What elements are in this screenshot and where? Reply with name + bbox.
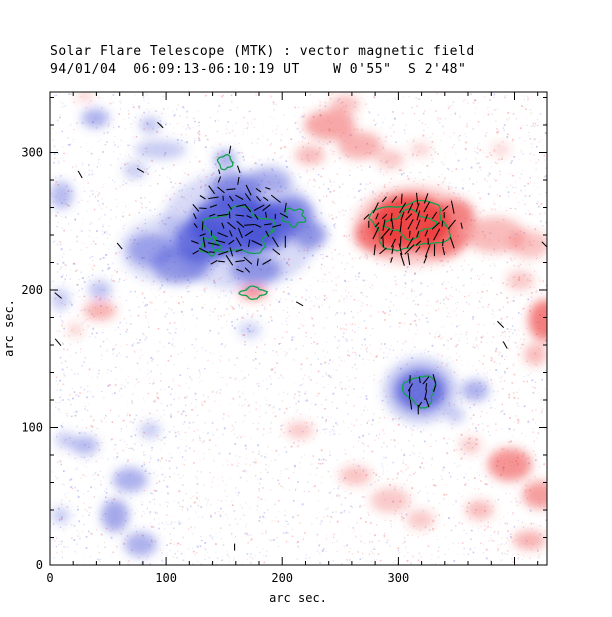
x-tick-label: 100 — [155, 571, 177, 585]
y-tick-label: 300 — [21, 146, 43, 160]
plot-subtitle: 94/01/04 06:09:13-06:10:19 UT W 0'55" S … — [50, 62, 467, 77]
plot-content: 0 100 200 300 0 100 200 300 — [21, 91, 548, 585]
polarity-blobs — [50, 92, 547, 557]
plot-title: Solar Flare Telescope (MTK) : vector mag… — [50, 44, 475, 59]
x-tick-label: 200 — [271, 571, 293, 585]
y-tick-label: 200 — [21, 283, 43, 297]
x-tick-label: 300 — [388, 571, 410, 585]
x-axis-label: arc sec. — [269, 591, 327, 605]
x-tick-label: 0 — [46, 571, 53, 585]
y-tick-label: 100 — [21, 421, 43, 435]
axes-frame — [49, 91, 548, 566]
vector-field — [54, 121, 547, 551]
noise-layer — [51, 93, 547, 565]
y-tick-label: 0 — [36, 558, 43, 572]
y-axis-label: arc sec. — [2, 299, 16, 357]
